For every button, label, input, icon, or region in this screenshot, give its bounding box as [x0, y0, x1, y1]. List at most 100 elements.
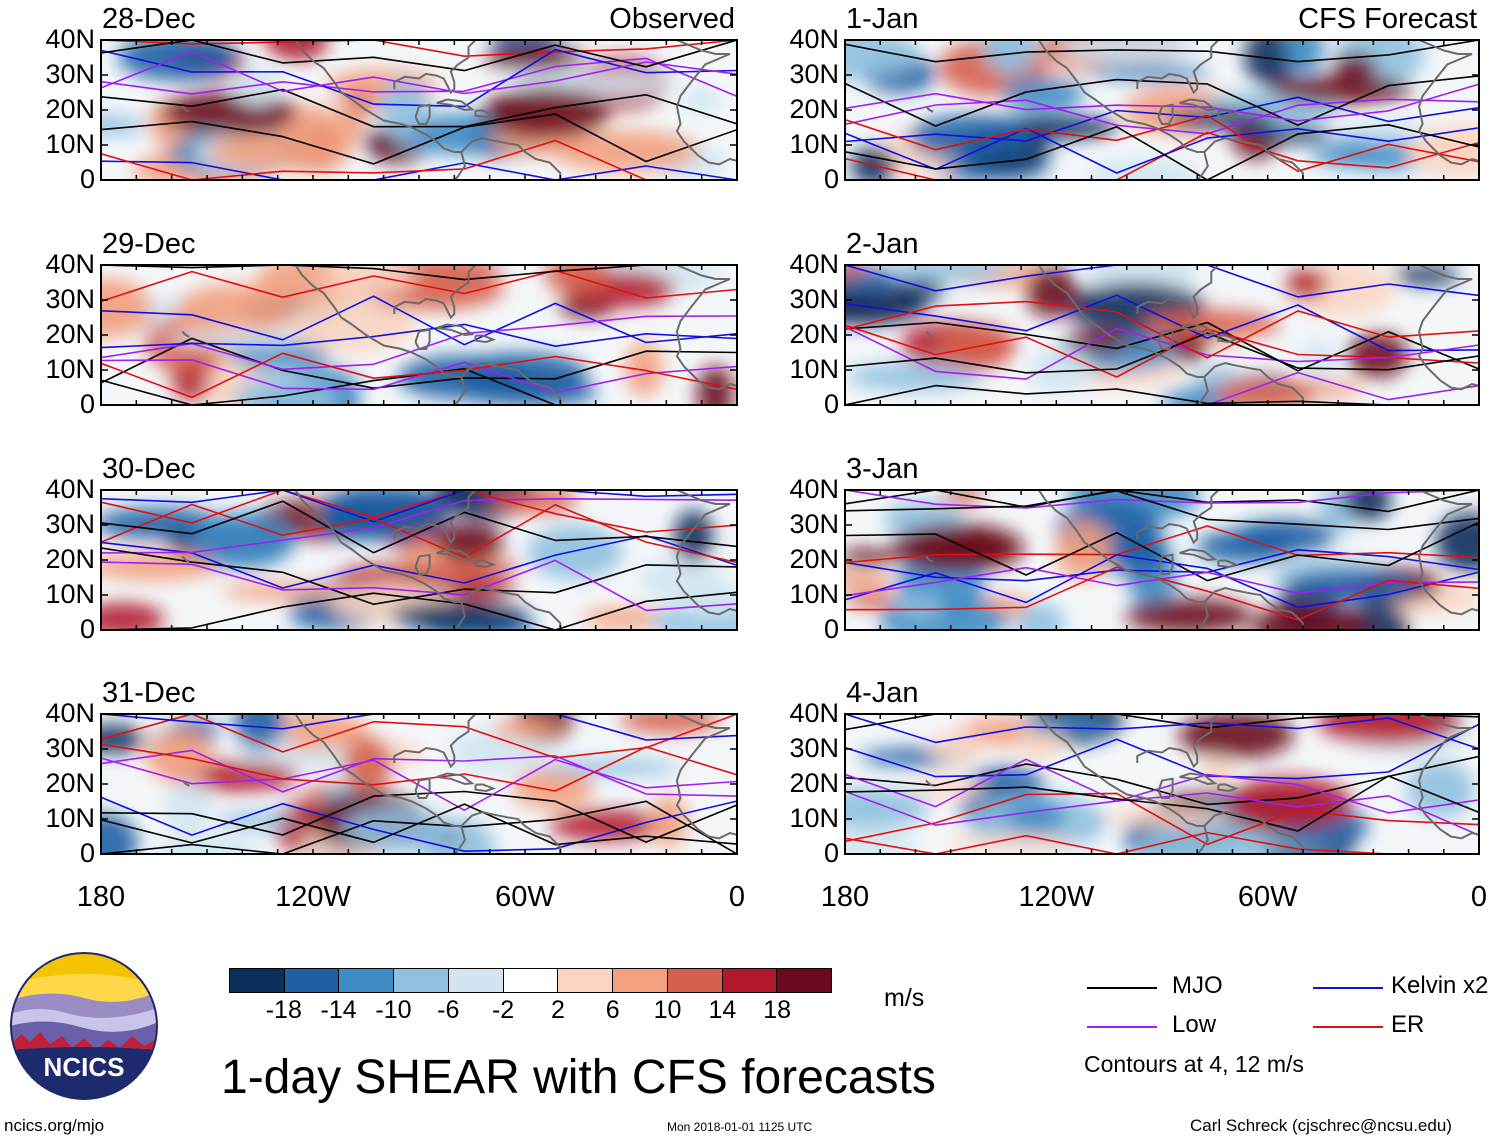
- colorbar-units: m/s: [884, 984, 925, 1012]
- logo-text: NCICS: [44, 1052, 125, 1082]
- panel-type: CFS Forecast: [1298, 3, 1477, 35]
- map-panel-29-Dec: [100, 264, 738, 406]
- lat-tick-label: 30N: [789, 733, 839, 763]
- colorbar-swatch: [777, 969, 832, 992]
- lat-tick-label: 0: [79, 164, 95, 194]
- footer-timestamp: Mon 2018-01-01 1125 UTC: [667, 1120, 813, 1134]
- colorbar-swatch: [339, 969, 395, 992]
- lat-tick-label: 0: [823, 614, 839, 644]
- legend-line-er: [1313, 1026, 1383, 1028]
- legend-label: MJO: [1172, 972, 1223, 999]
- lat-tick-label: 40N: [45, 249, 95, 279]
- lat-tick-label: 20N: [45, 544, 95, 574]
- colorbar-tick-label: -6: [437, 996, 460, 1024]
- lat-tick-label: 10N: [789, 354, 839, 384]
- map-panel-3-Jan: [844, 489, 1480, 631]
- lon-tick-label: 180: [76, 881, 126, 913]
- lat-tick-label: 40N: [789, 24, 839, 54]
- map-panel-4-Jan: [844, 713, 1480, 855]
- panel-date: 1-Jan: [846, 3, 919, 35]
- lat-tick-label: 10N: [789, 129, 839, 159]
- lat-tick-label: 0: [79, 838, 95, 868]
- panels-svg: [100, 39, 1480, 855]
- colorbar-swatch: [613, 969, 668, 992]
- legend-label: ER: [1391, 1011, 1425, 1038]
- lat-tick-label: 20N: [45, 319, 95, 349]
- lat-tick-label: 10N: [45, 129, 95, 159]
- colorbar: [229, 968, 832, 993]
- lat-tick-label: 30N: [45, 284, 95, 314]
- lat-tick-label: 30N: [789, 509, 839, 539]
- lat-tick-label: 0: [823, 838, 839, 868]
- colorbar-tick-label: 10: [653, 996, 682, 1024]
- legend-line-kelvin-x2: [1313, 987, 1383, 989]
- panel-date: 29-Dec: [102, 228, 196, 260]
- lat-tick-label: 40N: [789, 474, 839, 504]
- lat-tick-label: 10N: [45, 803, 95, 833]
- colorbar-tick-label: 14: [708, 996, 737, 1024]
- legend-line-low: [1087, 1026, 1157, 1028]
- lat-tick-label: 0: [79, 389, 95, 419]
- colorbar-swatch: [667, 969, 723, 992]
- panel-date: 2-Jan: [846, 228, 919, 260]
- lat-tick-label: 10N: [45, 579, 95, 609]
- colorbar-tick-label: 6: [605, 996, 620, 1024]
- legend-note: Contours at 4, 12 m/s: [1084, 1051, 1304, 1077]
- legend-line-mjo: [1087, 987, 1157, 989]
- lon-tick-label: 120W: [275, 881, 351, 913]
- footer-author: Carl Schreck (cjschrec@ncsu.edu): [1190, 1116, 1452, 1135]
- colorbar-tick-label: -18: [265, 996, 302, 1024]
- lon-tick-label: 0: [1470, 881, 1488, 913]
- lat-tick-label: 40N: [45, 24, 95, 54]
- lat-tick-label: 20N: [45, 94, 95, 124]
- lon-tick-label: 180: [820, 881, 870, 913]
- panel-date: 4-Jan: [846, 677, 919, 709]
- lat-tick-label: 0: [823, 164, 839, 194]
- lat-tick-label: 30N: [45, 733, 95, 763]
- lat-tick-label: 40N: [789, 698, 839, 728]
- lat-tick-label: 40N: [45, 698, 95, 728]
- lat-tick-label: 20N: [789, 544, 839, 574]
- panel-date: 30-Dec: [102, 453, 196, 485]
- footer-website: ncics.org/mjo: [4, 1116, 105, 1135]
- lon-tick-label: 120W: [1018, 881, 1095, 913]
- lat-tick-label: 10N: [789, 579, 839, 609]
- lat-tick-label: 0: [823, 389, 839, 419]
- ncics-logo: NCICS: [10, 952, 158, 1100]
- map-panel-2-Jan: [844, 264, 1480, 406]
- colorbar-swatch: [230, 969, 285, 992]
- lat-tick-label: 20N: [789, 768, 839, 798]
- lat-tick-label: 20N: [789, 319, 839, 349]
- lon-tick-label: 60W: [495, 881, 555, 913]
- colorbar-tick-label: -2: [491, 996, 515, 1024]
- lon-tick-label: 0: [728, 881, 746, 913]
- colorbar-tick-label: -14: [320, 996, 357, 1024]
- lat-tick-label: 10N: [789, 803, 839, 833]
- lon-tick-label: 60W: [1237, 881, 1298, 913]
- lat-tick-label: 40N: [45, 474, 95, 504]
- colorbar-swatch: [448, 969, 504, 992]
- lat-tick-label: 20N: [45, 768, 95, 798]
- lat-tick-label: 0: [79, 614, 95, 644]
- map-panel-28-Dec: [100, 39, 738, 181]
- panel-type: Observed: [609, 3, 735, 35]
- lat-tick-label: 30N: [45, 59, 95, 89]
- colorbar-tick-label: -10: [375, 996, 412, 1024]
- panel-date: 31-Dec: [102, 677, 196, 709]
- colorbar-swatch: [722, 969, 778, 992]
- colorbar-swatch: [284, 969, 340, 992]
- colorbar-tick-label: 2: [550, 996, 565, 1024]
- lat-tick-label: 30N: [789, 284, 839, 314]
- lat-tick-label: 20N: [789, 94, 839, 124]
- lat-tick-label: 40N: [789, 249, 839, 279]
- panel-date: 3-Jan: [846, 453, 919, 485]
- colorbar-tick-label: 18: [763, 996, 792, 1024]
- map-panel-1-Jan: [844, 39, 1480, 181]
- legend-label: Kelvin x2: [1391, 972, 1489, 999]
- panel-date: 28-Dec: [102, 3, 196, 35]
- colorbar-swatch: [503, 969, 559, 992]
- lat-tick-label: 10N: [45, 354, 95, 384]
- lat-tick-label: 30N: [45, 509, 95, 539]
- main-title: 1-day SHEAR with CFS forecasts: [221, 1051, 936, 1104]
- lat-tick-label: 30N: [789, 59, 839, 89]
